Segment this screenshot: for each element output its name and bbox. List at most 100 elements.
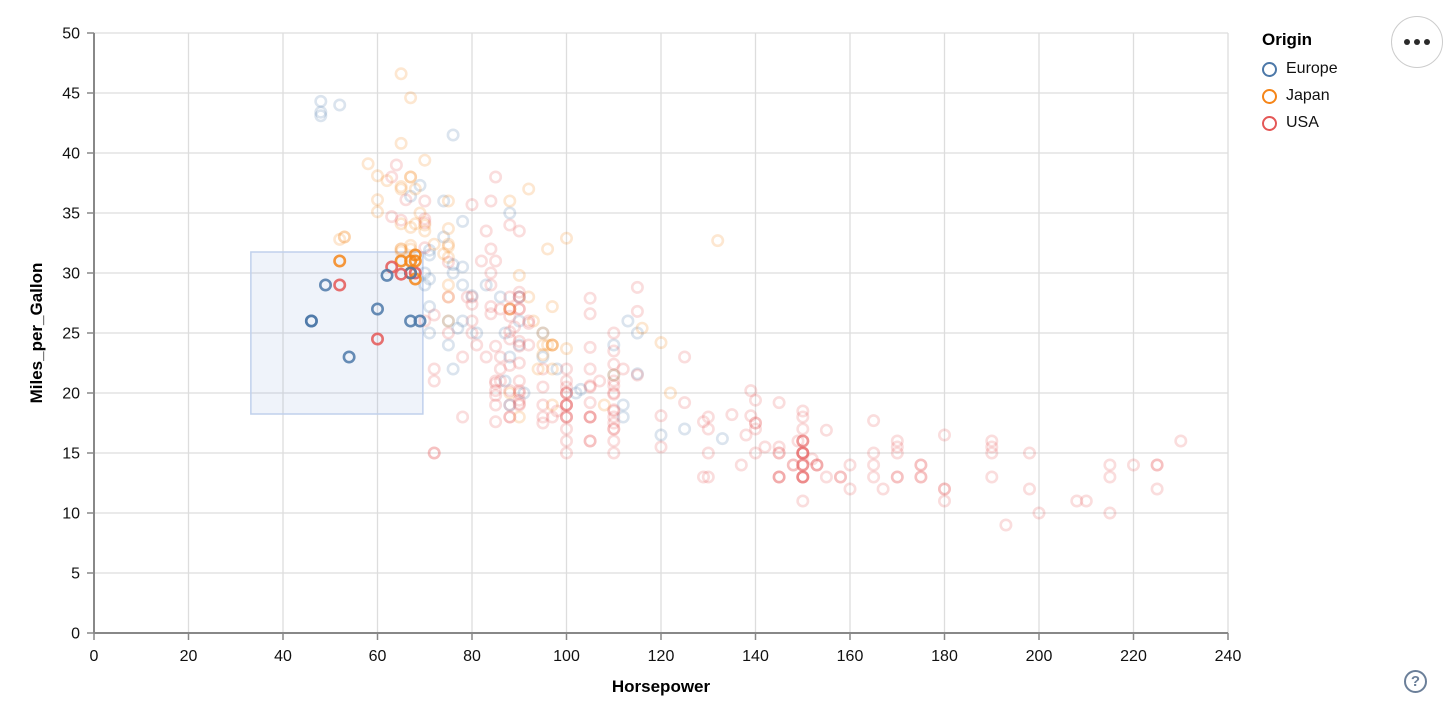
data-point[interactable]: [914, 470, 928, 484]
data-point[interactable]: [522, 316, 536, 330]
data-point[interactable]: [413, 206, 427, 220]
data-point[interactable]: [796, 470, 810, 484]
data-point[interactable]: [503, 302, 517, 316]
data-point[interactable]: [503, 332, 517, 346]
data-point[interactable]: [380, 268, 394, 282]
data-point[interactable]: [786, 458, 800, 472]
data-point[interactable]: [408, 248, 422, 262]
data-point[interactable]: [772, 470, 786, 484]
data-point[interactable]: [663, 386, 677, 400]
data-point[interactable]: [408, 217, 422, 231]
data-point[interactable]: [446, 362, 460, 376]
data-point[interactable]: [536, 416, 550, 430]
data-point[interactable]: [536, 398, 550, 412]
data-point[interactable]: [512, 386, 526, 400]
data-point[interactable]: [503, 218, 517, 232]
data-point[interactable]: [427, 308, 441, 322]
data-point[interactable]: [404, 170, 418, 184]
data-point[interactable]: [474, 254, 488, 268]
data-point[interactable]: [748, 422, 762, 436]
data-point[interactable]: [559, 410, 573, 424]
data-point[interactable]: [489, 398, 503, 412]
data-point[interactable]: [394, 244, 408, 258]
data-point[interactable]: [456, 314, 470, 328]
data-point[interactable]: [304, 314, 318, 328]
data-point[interactable]: [867, 458, 881, 472]
data-point[interactable]: [493, 374, 507, 388]
data-point[interactable]: [796, 422, 810, 436]
data-point[interactable]: [422, 300, 436, 314]
data-point[interactable]: [796, 470, 810, 484]
data-point[interactable]: [1150, 458, 1164, 472]
data-point[interactable]: [607, 338, 621, 352]
data-point[interactable]: [484, 266, 498, 280]
data-point[interactable]: [418, 153, 432, 167]
data-point[interactable]: [796, 494, 810, 508]
data-point[interactable]: [810, 458, 824, 472]
data-point[interactable]: [503, 302, 517, 316]
data-point[interactable]: [867, 446, 881, 460]
data-point[interactable]: [937, 482, 951, 496]
data-point[interactable]: [489, 339, 503, 353]
data-point[interactable]: [1070, 494, 1084, 508]
data-point[interactable]: [559, 398, 573, 412]
data-point[interactable]: [503, 386, 517, 400]
data-point[interactable]: [559, 342, 573, 356]
data-point[interactable]: [985, 446, 999, 460]
data-point[interactable]: [512, 397, 526, 411]
data-point[interactable]: [512, 398, 526, 412]
data-point[interactable]: [489, 384, 503, 398]
data-point[interactable]: [796, 458, 810, 472]
data-point[interactable]: [446, 266, 460, 280]
data-point[interactable]: [607, 368, 621, 382]
legend-item-usa[interactable]: USA: [1262, 114, 1338, 132]
data-point[interactable]: [796, 434, 810, 448]
data-point[interactable]: [404, 170, 418, 184]
data-point[interactable]: [711, 234, 725, 248]
data-point[interactable]: [394, 136, 408, 150]
data-point[interactable]: [1150, 482, 1164, 496]
data-point[interactable]: [512, 374, 526, 388]
data-point[interactable]: [446, 258, 460, 272]
data-point[interactable]: [616, 410, 630, 424]
data-point[interactable]: [418, 224, 432, 238]
data-point[interactable]: [456, 260, 470, 274]
data-point[interactable]: [621, 314, 635, 328]
data-point[interactable]: [465, 314, 479, 328]
data-point[interactable]: [1023, 446, 1037, 460]
data-point[interactable]: [394, 242, 408, 256]
data-point[interactable]: [630, 367, 644, 381]
data-point[interactable]: [819, 423, 833, 437]
data-point[interactable]: [441, 314, 455, 328]
data-point[interactable]: [541, 242, 555, 256]
data-point[interactable]: [418, 194, 432, 208]
data-point[interactable]: [441, 194, 455, 208]
data-point[interactable]: [796, 458, 810, 472]
data-point[interactable]: [734, 458, 748, 472]
data-point[interactable]: [503, 290, 517, 304]
data-point[interactable]: [796, 470, 810, 484]
data-point[interactable]: [583, 340, 597, 354]
data-point[interactable]: [805, 452, 819, 466]
data-point[interactable]: [422, 326, 436, 340]
data-point[interactable]: [470, 326, 484, 340]
data-point[interactable]: [404, 238, 418, 252]
data-point[interactable]: [607, 403, 621, 417]
data-point[interactable]: [914, 470, 928, 484]
data-point[interactable]: [833, 470, 847, 484]
help-button[interactable]: ?: [1404, 670, 1427, 693]
data-point[interactable]: [484, 278, 498, 292]
data-point[interactable]: [541, 338, 555, 352]
data-point[interactable]: [314, 109, 328, 123]
data-point[interactable]: [867, 470, 881, 484]
data-point[interactable]: [498, 326, 512, 340]
data-point[interactable]: [1079, 494, 1093, 508]
data-point[interactable]: [607, 422, 621, 436]
data-point[interactable]: [418, 212, 432, 226]
data-point[interactable]: [427, 374, 441, 388]
data-point[interactable]: [408, 182, 422, 196]
data-point[interactable]: [772, 470, 786, 484]
data-point[interactable]: [522, 290, 536, 304]
data-point[interactable]: [503, 410, 517, 424]
data-point[interactable]: [739, 428, 753, 442]
